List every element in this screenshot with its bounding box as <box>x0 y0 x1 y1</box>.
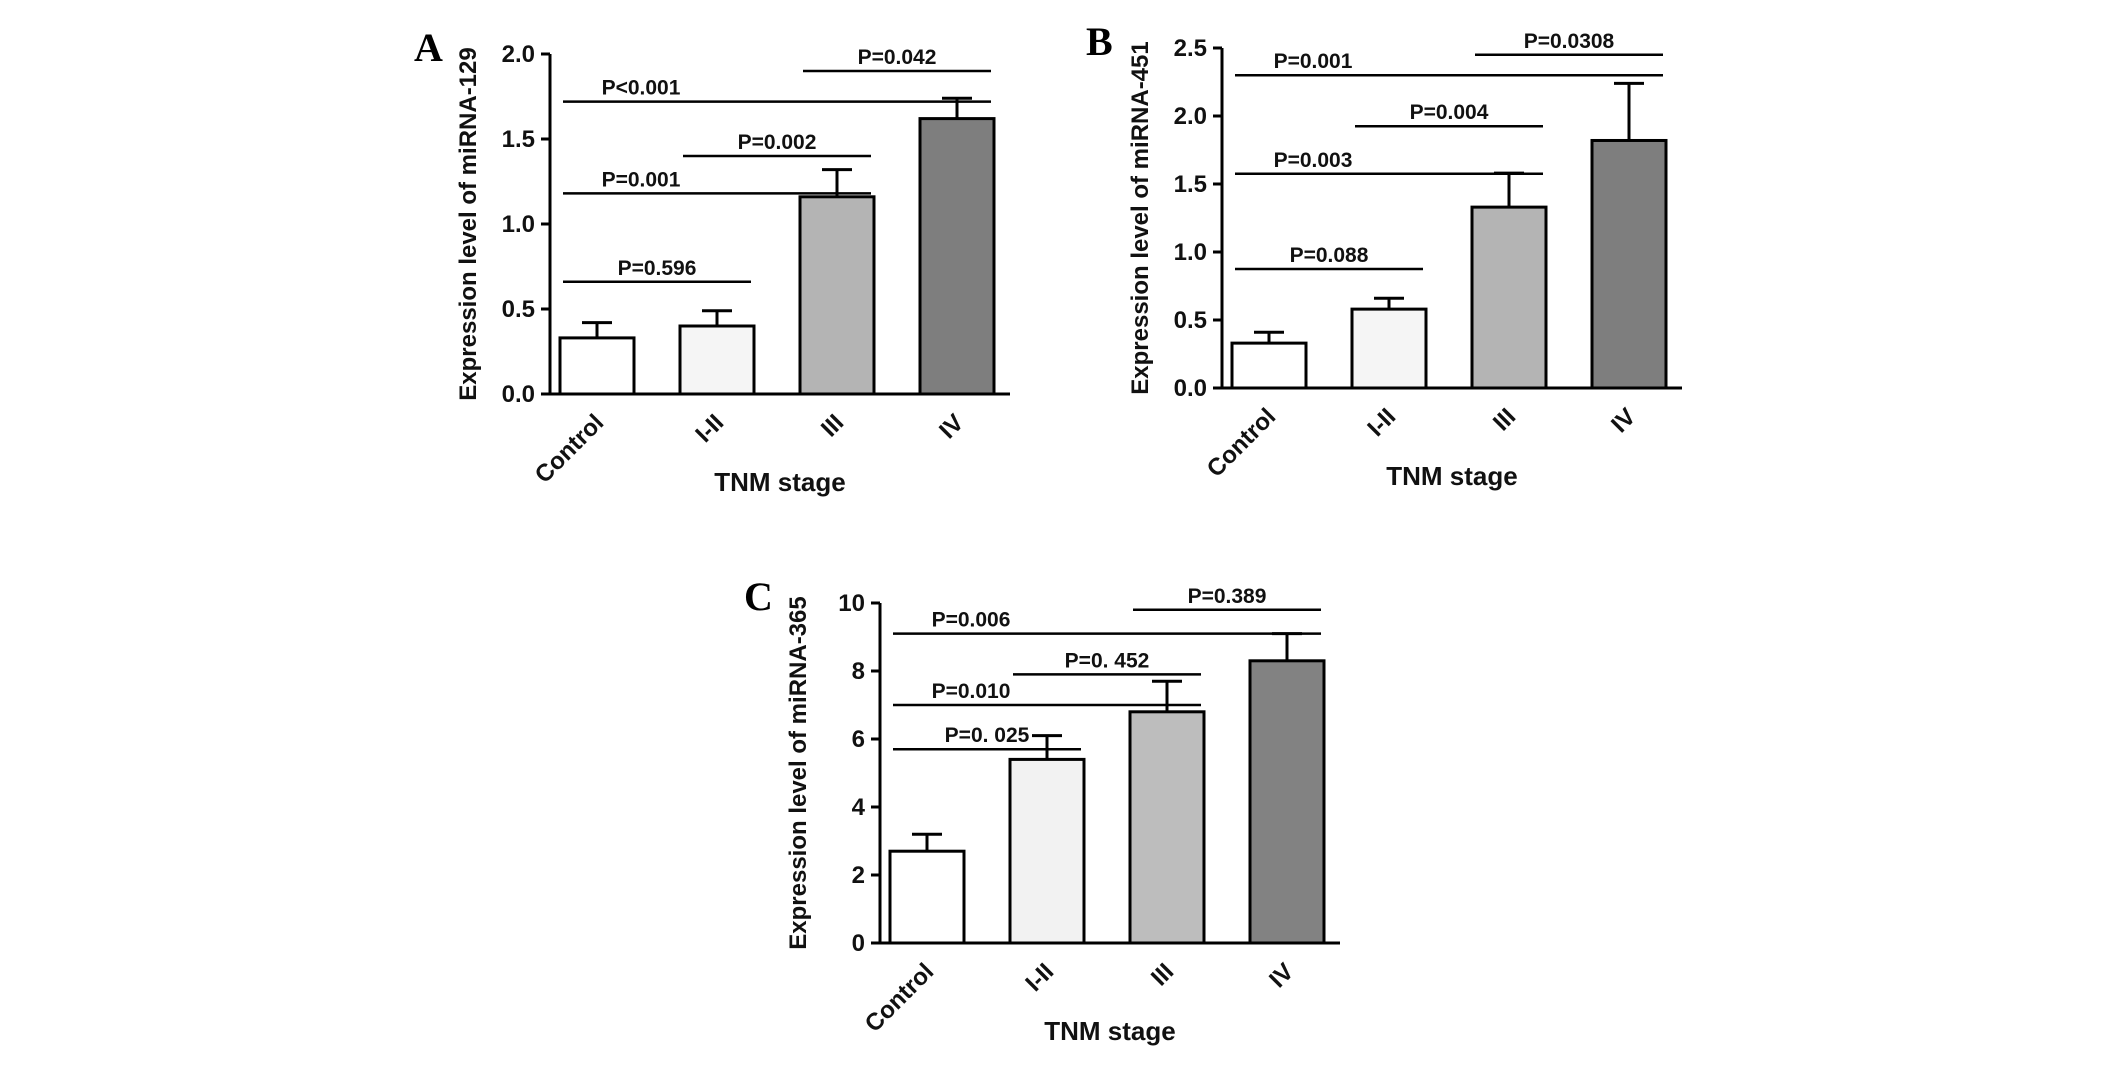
y-tick-label: 2.0 <box>1174 103 1207 130</box>
bar-iv <box>1248 659 1326 945</box>
panel-b: B 0.0 0.5 1.0 1.5 2.0 2.5 Control I-II III IV P=0.… <box>1082 18 1702 518</box>
category-label: I-II <box>1362 403 1401 442</box>
y-tick-label: 0.5 <box>1174 307 1207 334</box>
significance-label: P=0.002 <box>738 131 817 154</box>
significance-label: P=0.042 <box>858 46 937 69</box>
bar-iii <box>1128 710 1206 945</box>
y-tick-label: 0 <box>852 930 865 957</box>
y-tick-label: 4 <box>852 794 866 821</box>
category-label: III <box>1488 403 1521 436</box>
x-axis-title: TNM stage <box>714 467 845 497</box>
bar-control <box>888 849 966 945</box>
significance-label: P<0.001 <box>602 77 681 100</box>
panel-a-chart: 0.0 0.5 1.0 1.5 2.0 Control I-II III IV P=0.596 P=… <box>455 41 1010 497</box>
significance-label: P=0.003 <box>1274 149 1353 172</box>
significance-label: P=0. 025 <box>945 724 1030 747</box>
y-axis-title: Expression level of miRNA-129 <box>455 47 482 400</box>
category-label: Control <box>1202 403 1281 482</box>
bar-iii <box>1470 205 1548 390</box>
significance-label: P=0.596 <box>618 257 697 280</box>
category-label: IV <box>1606 403 1641 438</box>
significance-label: P=0.004 <box>1410 101 1489 124</box>
x-axis-title: TNM stage <box>1044 1016 1175 1046</box>
y-tick-label: 1.5 <box>502 126 535 153</box>
category-label: IV <box>934 409 969 444</box>
bar-control <box>1230 341 1308 390</box>
panel-c-letter: C <box>744 574 773 619</box>
panel-c-chart: 0 2 4 6 8 10 Control I-II III IV P=0. 025 P=0.010 P=… <box>785 585 1340 1046</box>
bar-iii <box>798 195 876 396</box>
y-tick-label: 10 <box>838 590 865 617</box>
significance-label: P=0.0308 <box>1524 30 1615 53</box>
panel-b-letter: B <box>1086 19 1113 64</box>
significance-label: P=0.010 <box>932 680 1011 703</box>
y-tick-label: 1.5 <box>1174 171 1207 198</box>
y-axis-title: Expression level of miRNA-365 <box>785 596 812 949</box>
bar-iv <box>918 117 996 396</box>
significance-label: P=0.001 <box>1274 50 1353 73</box>
bar-i-ii <box>678 324 756 396</box>
significance-label: P=0.006 <box>932 609 1011 632</box>
category-label: IV <box>1264 958 1299 993</box>
bar-i-ii <box>1350 307 1428 390</box>
bar-i-ii <box>1008 757 1086 945</box>
category-label: III <box>816 409 849 442</box>
category-label: Control <box>860 958 939 1037</box>
bar-control <box>558 336 636 396</box>
y-tick-label: 0.0 <box>1174 375 1207 402</box>
category-label: Control <box>530 409 609 488</box>
y-tick-label: 8 <box>852 658 865 685</box>
bar-iv <box>1590 138 1668 390</box>
y-tick-label: 2.5 <box>1174 35 1207 62</box>
significance-label: P=0.001 <box>602 168 681 191</box>
panel-b-chart: 0.0 0.5 1.0 1.5 2.0 2.5 Control I-II III IV P=0.08… <box>1127 30 1682 491</box>
y-tick-label: 2 <box>852 862 865 889</box>
significance-label: P=0.389 <box>1188 585 1267 608</box>
panel-c: C 0 2 4 6 8 10 Control I-II III IV P=0. 025 P=0.010… <box>740 573 1360 1073</box>
category-label: I-II <box>1020 958 1059 997</box>
significance-label: P=0.088 <box>1290 244 1369 267</box>
significance-label: P=0. 452 <box>1065 649 1150 672</box>
y-tick-label: 2.0 <box>502 41 535 68</box>
panel-a: A 0.0 0.5 1.0 1.5 2.0 Control I-II III IV P=0.596… <box>410 24 1030 524</box>
y-axis-title: Expression level of miRNA-451 <box>1127 41 1154 394</box>
panel-a-letter: A <box>414 25 443 70</box>
y-tick-label: 0.0 <box>502 381 535 408</box>
y-tick-label: 1.0 <box>502 211 535 238</box>
y-tick-label: 0.5 <box>502 296 535 323</box>
category-label: I-II <box>690 409 729 448</box>
category-label: III <box>1146 958 1179 991</box>
y-tick-label: 1.0 <box>1174 239 1207 266</box>
figure-canvas: A 0.0 0.5 1.0 1.5 2.0 Control I-II III IV P=0.596… <box>410 18 1702 1046</box>
x-axis-title: TNM stage <box>1386 461 1517 491</box>
y-tick-label: 6 <box>852 726 865 753</box>
